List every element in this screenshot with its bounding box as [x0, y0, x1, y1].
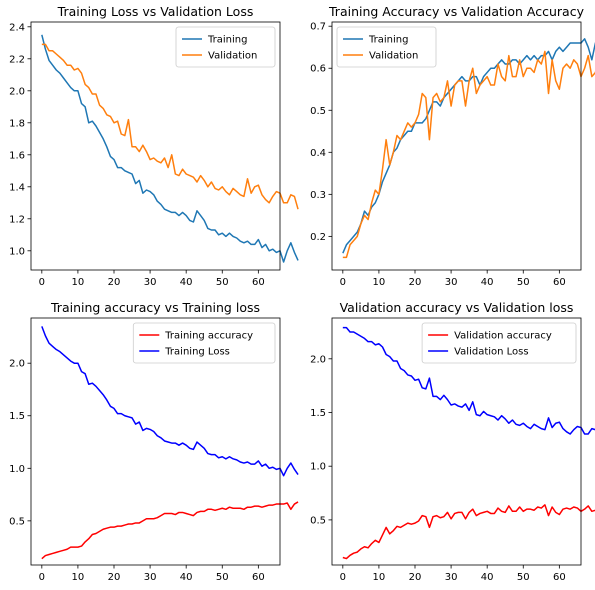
- y-tick-label: 1.2: [9, 214, 25, 225]
- x-tick-label: 0: [39, 277, 45, 288]
- x-tick-label: 50: [216, 572, 229, 583]
- y-tick-label: 0.5: [310, 515, 326, 526]
- legend-box: [175, 26, 276, 68]
- x-tick-label: 30: [144, 277, 157, 288]
- series-line-validation-accuracy: [342, 504, 595, 560]
- x-tick-label: 20: [409, 277, 422, 288]
- y-tick-label: 1.0: [310, 462, 326, 473]
- legend-box: [132, 322, 276, 364]
- series-line-validation: [41, 43, 299, 210]
- chart-title: Training accuracy vs Training loss: [50, 300, 260, 315]
- y-tick-label: 0.2: [310, 232, 326, 243]
- series-line-training: [342, 38, 595, 254]
- x-tick-label: 50: [517, 572, 530, 583]
- y-tick-label: 1.8: [9, 118, 25, 129]
- x-tick-label: 0: [340, 572, 346, 583]
- x-tick-label: 40: [180, 277, 193, 288]
- chart-title: Training Loss vs Validation Loss: [57, 4, 254, 19]
- x-tick-label: 10: [72, 277, 85, 288]
- axes-frame: [30, 21, 281, 271]
- x-tick-label: 0: [340, 277, 346, 288]
- chart-title: Validation accuracy vs Validation loss: [340, 300, 574, 315]
- y-tick-label: 1.5: [9, 411, 25, 422]
- series-line-validation: [342, 50, 595, 259]
- legend-entry: Validation: [208, 51, 257, 62]
- x-tick-label: 40: [481, 572, 494, 583]
- legend-entry: Training accuracy: [164, 331, 253, 342]
- legend: Validation accuracy Validation Loss: [421, 322, 577, 364]
- x-tick-label: 30: [445, 277, 458, 288]
- legend-box: [421, 322, 577, 364]
- axes-frame: [331, 21, 582, 271]
- axes-frame: [30, 317, 281, 566]
- x-tick-label: 10: [373, 277, 386, 288]
- legend-entry: Training: [368, 35, 408, 46]
- legend-box: [336, 26, 437, 68]
- x-tick-label: 40: [481, 277, 494, 288]
- series-line-training: [41, 34, 299, 263]
- y-tick-label: 0.4: [310, 148, 326, 159]
- x-tick-label: 50: [216, 277, 229, 288]
- chart-title: Training Accuracy vs Validation Accuracy: [328, 4, 585, 19]
- y-tick-label: 1.0: [9, 246, 25, 257]
- x-tick-label: 0: [39, 572, 45, 583]
- y-tick-label: 0.5: [9, 516, 25, 527]
- series-line-training-accuracy: [41, 501, 299, 560]
- y-tick-label: 1.6: [9, 150, 25, 161]
- chart-panel-4: Validation accuracy vs Validation loss 0 1…: [310, 300, 595, 583]
- y-tick-label: 2.4: [9, 22, 25, 33]
- y-tick-label: 0.5: [310, 106, 326, 117]
- legend: Training Validation: [336, 26, 437, 68]
- x-tick-label: 20: [108, 277, 121, 288]
- x-tick-label: 50: [517, 277, 530, 288]
- series-line-validation-loss: [342, 326, 595, 435]
- y-tick-label: 0.7: [310, 22, 326, 33]
- y-tick-label: 2.0: [310, 354, 326, 365]
- y-tick-label: 1.0: [9, 464, 25, 475]
- legend: Training accuracy Training Loss: [132, 322, 276, 364]
- x-tick-label: 30: [445, 572, 458, 583]
- y-tick-label: 1.5: [310, 408, 326, 419]
- axes-frame: [331, 317, 582, 566]
- x-tick-label: 60: [553, 572, 566, 583]
- legend-entry: Validation Loss: [454, 347, 528, 358]
- legend-entry: Training Loss: [164, 347, 230, 358]
- chart-panel-3: Training accuracy vs Training loss 0 10 20 3…: [9, 300, 299, 583]
- x-tick-label: 60: [553, 277, 566, 288]
- y-tick-label: 1.4: [9, 182, 25, 193]
- legend-entry: Validation accuracy: [454, 331, 552, 342]
- x-tick-label: 20: [409, 572, 422, 583]
- y-tick-label: 0.6: [310, 64, 326, 75]
- x-tick-label: 60: [252, 572, 265, 583]
- legend-entry: Validation: [369, 51, 418, 62]
- y-tick-label: 0.3: [310, 190, 326, 201]
- y-tick-label: 2.2: [9, 54, 25, 65]
- legend: Training Validation: [175, 26, 276, 68]
- x-tick-label: 60: [252, 277, 265, 288]
- series-line-training-loss: [41, 326, 299, 477]
- y-tick-label: 2.0: [9, 86, 25, 97]
- x-tick-label: 10: [72, 572, 85, 583]
- x-tick-label: 30: [144, 572, 157, 583]
- x-tick-label: 10: [373, 572, 386, 583]
- chart-panel-2: Training Accuracy vs Validation Accuracy…: [310, 4, 595, 288]
- x-tick-label: 40: [180, 572, 193, 583]
- x-tick-label: 20: [108, 572, 121, 583]
- chart-panel-1: Training Loss vs Validation Loss 0 10 20 30 4…: [9, 4, 299, 288]
- y-tick-label: 2.0: [9, 359, 25, 370]
- legend-entry: Training: [207, 35, 247, 46]
